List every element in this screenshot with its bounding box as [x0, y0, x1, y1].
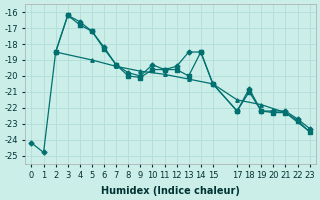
X-axis label: Humidex (Indice chaleur): Humidex (Indice chaleur) [101, 186, 240, 196]
